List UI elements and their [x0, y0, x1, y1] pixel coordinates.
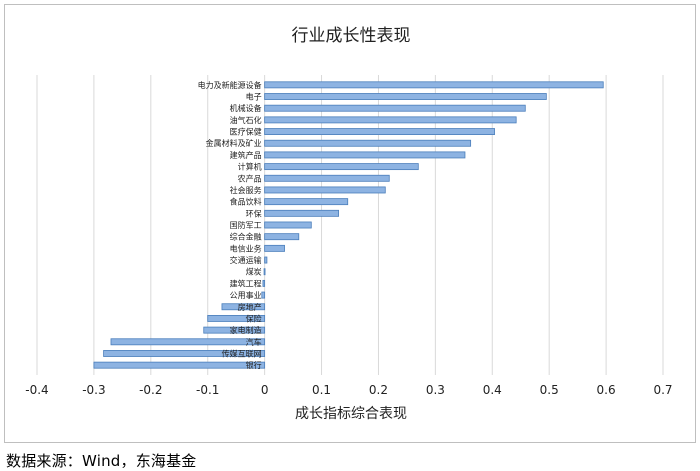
- bar: [264, 128, 495, 135]
- bar: [207, 315, 266, 322]
- x-tick-label: 0.1: [312, 383, 331, 397]
- category-label: 国防军工: [230, 220, 262, 230]
- bar: [264, 116, 517, 124]
- bar: [264, 244, 285, 252]
- bar: [110, 338, 266, 346]
- category-label: 传媒互联网: [222, 348, 262, 358]
- x-tick-label: -0.3: [82, 383, 105, 397]
- x-tick-label: -0.1: [196, 383, 219, 397]
- category-label-layer: 电力及新能源设备电子机械设备油气石化医疗保健金属材料及矿业建筑产品计算机农产品社…: [198, 80, 262, 370]
- category-label: 建筑产品: [230, 150, 262, 160]
- bar: [263, 268, 266, 276]
- category-label: 汽车: [246, 337, 262, 347]
- category-label: 家电制造: [230, 325, 262, 335]
- bar: [103, 350, 266, 357]
- category-label: 综合金融: [230, 232, 262, 242]
- category-label: 电信业务: [230, 243, 262, 253]
- category-label: 农产品: [238, 173, 262, 183]
- growth-bar-chart: 电力及新能源设备电子机械设备油气石化医疗保健金属材料及矿业建筑产品计算机农产品社…: [25, 26, 672, 422]
- category-label: 环保: [246, 208, 262, 218]
- bar: [264, 233, 300, 241]
- bar: [261, 291, 266, 299]
- x-tick-layer: -0.4 -0.3 -0.2 -0.1 0 0.1 0.2 0.3 0.4 0.5 0.6 0.7: [25, 383, 672, 397]
- category-label: 交通运输: [230, 255, 262, 265]
- bar: [264, 139, 472, 147]
- bar: [264, 174, 390, 182]
- bar: [262, 279, 266, 287]
- bar-layer: [93, 81, 604, 369]
- category-label: 社会服务: [230, 185, 262, 195]
- chart-title: 行业成长性表现: [292, 26, 411, 46]
- bar: [264, 256, 268, 264]
- bar: [93, 361, 266, 369]
- bar: [264, 81, 604, 89]
- category-label: 建筑工程: [230, 278, 262, 288]
- x-tick-label: 0.2: [369, 383, 388, 397]
- x-tick-label: 0.6: [597, 383, 616, 397]
- category-label: 金属材料及矿业: [206, 138, 262, 148]
- category-label: 电力及新能源设备: [198, 80, 262, 90]
- x-tick-label: 0.7: [653, 383, 672, 397]
- bar: [264, 221, 312, 229]
- bar: [203, 326, 266, 334]
- category-label: 房地产: [238, 302, 262, 312]
- bar: [264, 209, 340, 217]
- x-tick-label: 0.3: [426, 383, 445, 397]
- category-label: 医疗保健: [230, 127, 262, 137]
- bar: [221, 303, 266, 311]
- x-axis-label: 成长指标综合表现: [295, 406, 407, 422]
- category-label: 油气石化: [230, 115, 262, 125]
- bar: [264, 104, 526, 112]
- category-label: 银行: [246, 360, 262, 370]
- source-note: 数据来源：Wind，东海基金: [6, 452, 197, 470]
- category-label: 保险: [246, 313, 262, 323]
- category-label: 电子: [246, 92, 262, 102]
- category-label: 公用事业: [230, 290, 262, 300]
- bar: [264, 93, 547, 100]
- x-tick-label: 0.4: [483, 383, 502, 397]
- x-tick-label: 0: [261, 383, 269, 397]
- bar: [264, 163, 419, 171]
- category-label: 机械设备: [230, 103, 262, 113]
- category-label: 煤炭: [246, 267, 262, 277]
- x-tick-label: -0.4: [25, 383, 48, 397]
- x-tick-label: -0.2: [139, 383, 162, 397]
- category-label: 食品饮料: [230, 197, 262, 207]
- bar: [264, 186, 386, 194]
- chart-frame: 电力及新能源设备电子 机械设备油气石化医疗保健 金属材料及矿业建筑产品计算机 农产品社…: [4, 4, 696, 443]
- category-label: 计算机: [238, 162, 262, 172]
- bar: [264, 151, 466, 159]
- x-tick-label: 0.5: [540, 383, 559, 397]
- bar: [264, 198, 349, 206]
